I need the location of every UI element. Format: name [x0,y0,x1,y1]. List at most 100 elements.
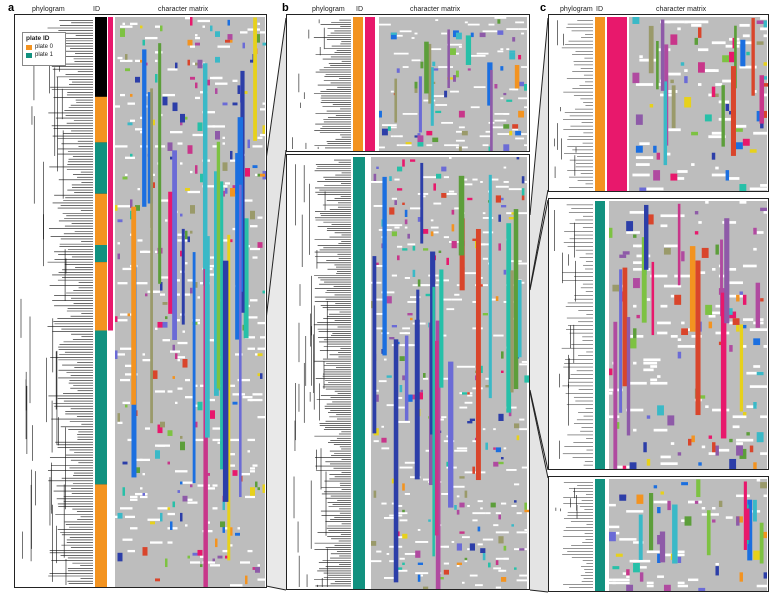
matrix-gap-cell [739,201,747,204]
matrix-gap-cell [490,178,499,181]
matrix-gap-cell [639,142,650,146]
matrix-gap-cell [117,282,128,285]
matrix-gap-cell [207,273,218,276]
matrix-state-cell [220,521,225,528]
matrix-state-cell [684,97,692,108]
matrix-state-cell [157,321,163,328]
matrix-state-cell [433,183,436,191]
matrix-character-column [418,76,422,133]
matrix-gap-cell [660,20,671,24]
matrix-gap-cell [230,438,240,442]
matrix-state-cell [742,138,750,146]
matrix-gap-cell [145,36,158,40]
matrix-gap-cell [515,137,525,140]
matrix-gap-cell [739,65,757,69]
matrix-state-cell [172,102,178,112]
matrix-gap-cell [518,97,527,100]
matrix-gap-cell [160,293,165,296]
matrix-state-cell [698,395,706,399]
matrix-state-cell [497,30,504,35]
matrix-gap-cell [639,55,643,59]
matrix-gap-cell [207,339,218,342]
matrix-gap-cell [447,43,462,46]
matrix-gap-cell [140,250,153,253]
panel-c-top-box [548,14,769,192]
matrix-gap-cell [506,406,517,409]
matrix-state-cell [467,68,471,71]
matrix-gap-cell [410,207,423,210]
plate-id-segment [95,193,107,245]
matrix-gap-cell [195,384,198,387]
matrix-character-column [659,531,666,563]
matrix-state-cell [653,485,658,489]
matrix-gap-cell [701,445,706,449]
matrix-gap-cell [152,173,155,177]
matrix-state-cell [509,130,513,136]
matrix-gap-cell [677,338,682,342]
matrix-character-column [663,81,668,166]
matrix-gap-cell [438,66,453,68]
panel-c-top-figure [554,17,768,191]
matrix-gap-cell [756,479,761,482]
matrix-gap-cell [376,550,382,553]
matrix-state-cell [160,421,165,428]
matrix-state-cell [172,344,175,351]
matrix-gap-cell [137,188,140,191]
matrix-gap-cell [656,83,664,86]
matrix-state-cell [414,81,418,89]
matrix-state-cell [187,59,190,66]
matrix-gap-cell [140,487,143,490]
matrix-gap-cell [462,536,470,539]
matrix-gap-cell [386,404,397,407]
matrix-gap-cell [187,190,200,194]
matrix-gap-cell [677,345,695,348]
matrix-gap-cell [423,195,426,198]
matrix-state-cell [127,313,130,317]
matrix-state-cell [461,130,468,136]
matrix-gap-cell [643,361,658,365]
panel-a-id-header: ID [93,6,100,13]
matrix-gap-cell [749,385,767,388]
matrix-gap-cell [646,298,651,301]
matrix-gap-cell [122,401,130,405]
matrix-state-cell [177,490,180,493]
matrix-gap-cell [524,181,527,183]
matrix-state-cell [488,146,492,151]
matrix-state-cell [404,209,408,217]
matrix-character-column [253,17,257,141]
matrix-gap-cell [185,378,190,382]
matrix-gap-cell [753,131,767,135]
matrix-state-cell [501,457,504,460]
matrix-gap-cell [446,308,455,311]
matrix-gap-cell [182,330,185,333]
matrix-gap-cell [441,493,447,495]
matrix-state-cell [646,458,651,466]
matrix-state-cell [117,512,123,519]
matrix-gap-cell [451,298,462,301]
matrix-character-column [648,25,654,74]
matrix-gap-cell [477,500,483,503]
matrix-character-column [192,252,196,484]
matrix-gap-cell [175,470,188,473]
matrix-gap-cell [736,442,743,445]
matrix-state-cell [225,39,230,43]
matrix-gap-cell [660,304,668,308]
matrix-gap-cell [626,408,644,412]
matrix-character-column [755,282,761,328]
matrix-gap-cell [459,406,468,409]
matrix-character-column [458,175,465,256]
matrix-state-cell [715,445,719,456]
matrix-gap-cell [438,545,449,548]
matrix-gap-cell [473,86,486,89]
matrix-state-cell [453,75,456,82]
matrix-state-cell [117,413,120,422]
matrix-state-cell [197,549,203,556]
matrix-state-cell [712,442,716,453]
matrix-gap-cell [252,145,263,148]
matrix-character-column [168,191,173,314]
matrix-gap-cell [142,93,153,97]
matrix-gap-cell [177,387,183,390]
matrix-gap-cell [482,30,498,33]
matrix-state-cell [729,438,733,443]
matrix-state-cell [493,447,496,450]
